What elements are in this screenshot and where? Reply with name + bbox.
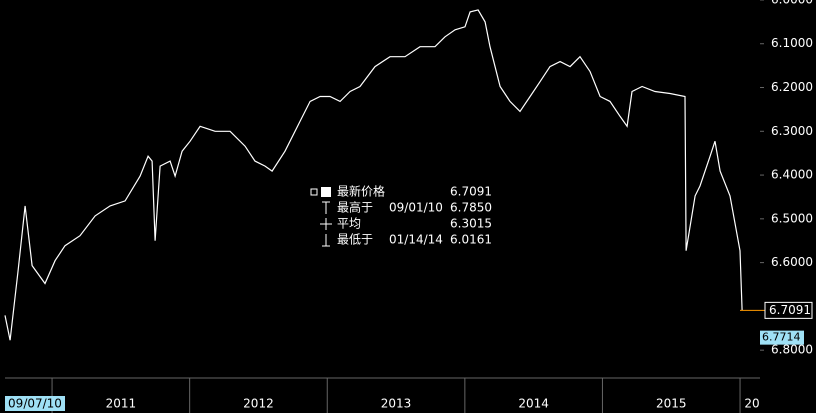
legend-value: 6.7850 <box>450 201 492 215</box>
start-label: 09/07/10 <box>8 397 62 411</box>
legend-value: 6.0161 <box>450 233 492 247</box>
legend-value: 6.7091 <box>450 185 492 199</box>
legend-toggle <box>310 188 318 196</box>
x-period-label: 2012 <box>243 397 274 411</box>
y-tick-label: 6.6000 <box>771 255 813 269</box>
legend-name: 最高于 <box>337 200 373 215</box>
y-tick-label: 6.0000 <box>771 0 813 6</box>
x-period-label: 2015 <box>656 397 687 411</box>
x-period-label: 20 <box>744 397 759 411</box>
legend-date: 09/01/10 <box>389 201 443 215</box>
legend-name: 最低于 <box>337 233 373 247</box>
legend-name: 平均 <box>337 217 361 231</box>
marker-box <box>760 330 804 345</box>
x-period-label: 2013 <box>381 397 412 411</box>
legend-box <box>308 182 498 250</box>
legend-swatch <box>321 187 331 197</box>
price-line <box>4 9 743 341</box>
legend-name: 最新价格 <box>337 184 385 199</box>
y-tick-label: 6.3000 <box>771 124 813 138</box>
marker-label: 6.7714 <box>762 331 801 344</box>
start-label-box <box>5 396 65 411</box>
last-value-label: 6.7091 <box>769 303 811 317</box>
y-tick-label: 6.8000 <box>771 343 813 357</box>
y-tick-label: 6.5000 <box>771 211 813 225</box>
y-tick-label: 6.2000 <box>771 80 813 94</box>
y-tick-label: 6.1000 <box>771 36 813 50</box>
x-period-label: 2011 <box>106 397 137 411</box>
x-period-label: 2014 <box>518 397 549 411</box>
last-value-box <box>764 301 813 319</box>
legend-date: 01/14/14 <box>389 233 443 247</box>
y-tick-label: 6.4000 <box>771 168 813 182</box>
legend-value: 6.3015 <box>450 217 492 231</box>
